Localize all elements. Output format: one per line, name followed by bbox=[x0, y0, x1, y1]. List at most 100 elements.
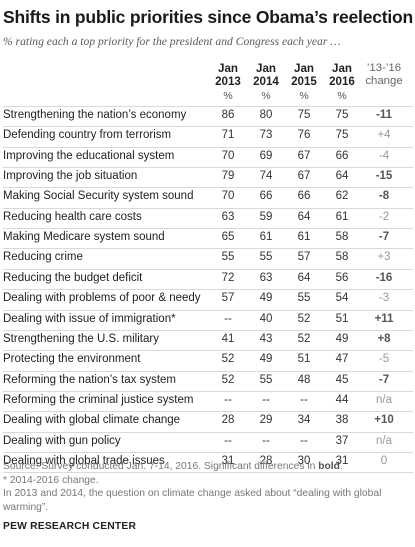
row-label: Defending country from terrorism bbox=[3, 129, 172, 142]
cell-value: 43 bbox=[259, 332, 273, 345]
cell-value: 52 bbox=[297, 312, 311, 325]
change-value: +3 bbox=[377, 251, 391, 264]
cell-value: 61 bbox=[335, 210, 349, 223]
cell-value: 37 bbox=[335, 434, 349, 447]
change-header-line2: change bbox=[365, 75, 403, 87]
row-label: Dealing with global climate change bbox=[3, 414, 181, 427]
cell-value: 40 bbox=[259, 312, 273, 325]
cell-value: 80 bbox=[259, 109, 273, 121]
cell-value: 86 bbox=[221, 109, 235, 121]
column-header-month: Jan bbox=[294, 62, 314, 75]
cell-value: 31 bbox=[335, 454, 349, 467]
row-label: Reducing health care costs bbox=[3, 210, 142, 223]
cell-value: 56 bbox=[335, 271, 349, 284]
cell-value: 49 bbox=[259, 353, 273, 366]
cell-value: 66 bbox=[297, 190, 311, 203]
column-header-month: Jan bbox=[332, 62, 352, 75]
column-header-3: Jan 2016 bbox=[322, 62, 362, 88]
column-header-2: Jan 2015 bbox=[284, 62, 324, 88]
cell-value: 72 bbox=[221, 271, 235, 284]
change-column-header: ’13-’16 change bbox=[361, 62, 407, 88]
column-header-year: 2013 bbox=[215, 75, 241, 88]
cell-value: 75 bbox=[335, 129, 349, 142]
row-label: Dealing with global trade issues bbox=[3, 454, 165, 467]
table-row: Reducing the budget deficit 72 63 64 56 -16 bbox=[0, 269, 415, 289]
row-divider bbox=[3, 106, 413, 107]
cell-value: 59 bbox=[259, 210, 273, 223]
table-row: Making Medicare system sound 65 61 61 58 -7 bbox=[0, 228, 415, 248]
row-label: Strengthening the U.S. military bbox=[3, 332, 159, 345]
row-divider bbox=[3, 268, 413, 270]
change-value: 0 bbox=[380, 454, 388, 467]
cell-value: 70 bbox=[221, 149, 235, 162]
source-text: Source: Survey conducted Jan. 7-14, 2016… bbox=[3, 461, 319, 472]
row-label: Making Social Security system sound bbox=[3, 190, 194, 203]
cell-value: 58 bbox=[335, 231, 349, 244]
cell-value: 70 bbox=[221, 190, 235, 203]
change-value: -15 bbox=[375, 170, 393, 183]
cell-value: 61 bbox=[259, 231, 273, 244]
table-row: Dealing with global trade issues 31 28 30 31… bbox=[0, 452, 415, 472]
row-divider bbox=[3, 472, 413, 474]
cell-value: 51 bbox=[297, 353, 311, 366]
climate-note: In 2013 and 2014, the question on climat… bbox=[3, 488, 382, 513]
cell-value: 64 bbox=[297, 271, 311, 284]
row-divider bbox=[3, 207, 413, 209]
cell-value: 75 bbox=[297, 109, 311, 121]
brand-logo-text: PEW RESEARCH CENTER bbox=[3, 521, 137, 532]
cell-value: 67 bbox=[297, 149, 311, 162]
chart-title: Shifts in public priorities since Obama’… bbox=[3, 7, 414, 27]
table-row: Strengthening the nation’s economy 86 80 75… bbox=[0, 106, 415, 126]
row-divider bbox=[3, 451, 413, 453]
row-divider bbox=[3, 126, 413, 128]
table-row: Reforming the nation’s tax system 52 55 48 4… bbox=[0, 371, 415, 391]
row-divider bbox=[3, 411, 413, 413]
cell-value: 31 bbox=[221, 454, 235, 467]
change-value: n/a bbox=[376, 434, 392, 447]
percent-unit-label: % bbox=[337, 90, 347, 102]
cell-value: 44 bbox=[335, 393, 349, 406]
cell-value: 73 bbox=[259, 129, 273, 142]
cell-value: 34 bbox=[297, 414, 311, 427]
cell-value: 75 bbox=[335, 109, 349, 121]
change-value: -4 bbox=[378, 149, 390, 162]
cell-value: 58 bbox=[335, 251, 349, 264]
cell-value: -- bbox=[224, 393, 232, 406]
cell-value: 71 bbox=[221, 129, 235, 142]
percent-unit-label: % bbox=[261, 90, 271, 102]
change-value: +10 bbox=[374, 414, 394, 427]
cell-value: 63 bbox=[259, 271, 273, 284]
row-label: Reducing the budget deficit bbox=[3, 271, 143, 284]
cell-value: 30 bbox=[297, 454, 311, 467]
table-row: Strengthening the U.S. military 41 43 52 49 +… bbox=[0, 330, 415, 350]
cell-value: 54 bbox=[335, 292, 349, 305]
row-label: Protecting the environment bbox=[3, 353, 141, 366]
table-row: Making Social Security system sound 70 66 6… bbox=[0, 187, 415, 207]
table-row: Reducing health care costs 63 59 64 61 -2 bbox=[0, 208, 415, 228]
row-label: Improving the job situation bbox=[3, 170, 138, 183]
table-row: Improving the job situation 79 74 67 64 -15 bbox=[0, 167, 415, 187]
table-row: Dealing with global climate change 28 29 34… bbox=[0, 411, 415, 431]
table-row: Improving the educational system 70 69 67 66… bbox=[0, 147, 415, 167]
cell-value: 61 bbox=[297, 231, 311, 244]
column-header-year: 2014 bbox=[253, 75, 279, 88]
row-label: Improving the educational system bbox=[3, 149, 175, 162]
change-value: -7 bbox=[378, 231, 390, 244]
cell-value: 66 bbox=[259, 190, 273, 203]
row-label: Dealing with gun policy bbox=[3, 434, 121, 447]
table-row: Reforming the criminal justice system -- -… bbox=[0, 391, 415, 411]
row-divider bbox=[3, 167, 413, 169]
row-divider bbox=[3, 228, 413, 230]
cell-value: 49 bbox=[259, 292, 273, 305]
column-header-year: 2016 bbox=[329, 75, 355, 88]
row-label: Reducing crime bbox=[3, 251, 83, 264]
cell-value: 45 bbox=[335, 373, 349, 386]
change-value: +11 bbox=[374, 312, 394, 325]
table-row: Dealing with issue of immigration* -- 40 52… bbox=[0, 310, 415, 330]
change-value: +4 bbox=[377, 129, 391, 142]
cell-value: 52 bbox=[297, 332, 311, 345]
cell-value: -- bbox=[262, 393, 270, 406]
row-divider bbox=[3, 309, 413, 311]
cell-value: -- bbox=[224, 312, 232, 325]
